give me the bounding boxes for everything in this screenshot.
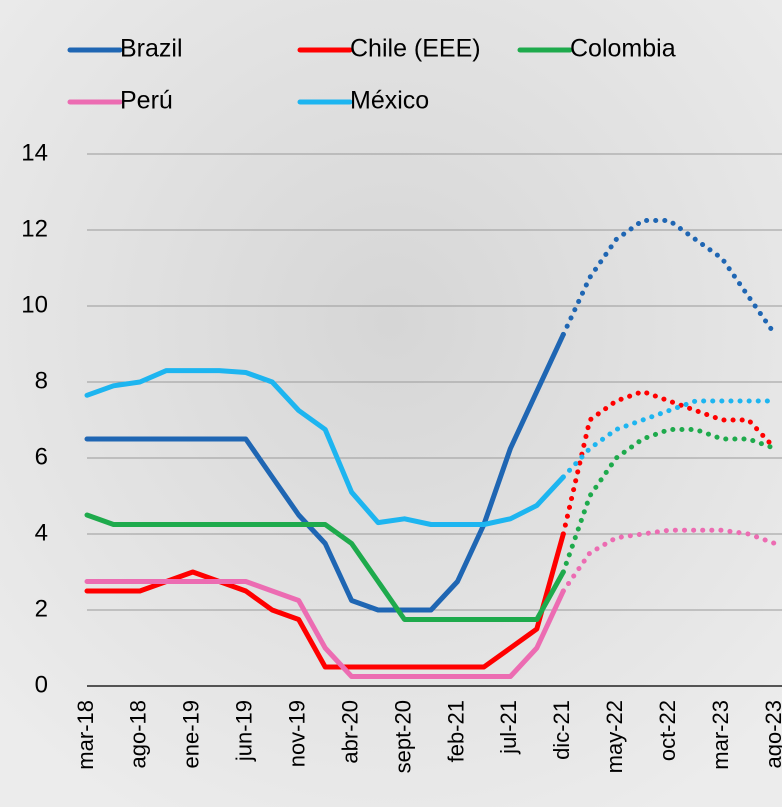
x-tick-label: oct-22 — [655, 700, 680, 761]
y-tick-label: 2 — [35, 595, 48, 622]
y-tick-label: 4 — [35, 519, 48, 546]
legend-label: Colombia — [570, 35, 676, 63]
y-tick-label: 12 — [21, 215, 48, 242]
x-tick-label: sept-20 — [390, 700, 415, 773]
legend-label: México — [350, 87, 429, 115]
x-tick-label: feb-21 — [443, 700, 468, 762]
y-tick-label: 0 — [35, 671, 48, 698]
y-tick-label: 14 — [21, 139, 48, 166]
legend-label: Chile (EEE) — [350, 35, 481, 63]
y-tick-label: 10 — [21, 291, 48, 318]
y-tick-label: 8 — [35, 367, 48, 394]
chart: 0 2 4 6 8 10 12 14 mar-18 ago-18 ene-19 jun-19 nov-1… — [0, 0, 782, 807]
legend-label: Brazil — [120, 35, 183, 63]
x-tick-label: nov-19 — [285, 700, 310, 767]
x-tick-label: ago-18 — [126, 700, 151, 769]
x-tick-label: mar-23 — [708, 700, 733, 770]
x-tick-label: ene-19 — [179, 700, 204, 769]
x-tick-label: abr-20 — [337, 700, 362, 764]
x-tick-label: ago-23 — [761, 700, 782, 769]
y-tick-label: 6 — [35, 443, 48, 470]
x-tick-label: mar-18 — [73, 700, 98, 770]
x-tick-label: may-22 — [602, 700, 627, 773]
x-tick-label: jun-19 — [232, 700, 257, 762]
x-tick-label: jul-21 — [496, 700, 521, 755]
x-tick-label: dic-21 — [549, 700, 574, 760]
legend-label: Perú — [120, 87, 173, 115]
